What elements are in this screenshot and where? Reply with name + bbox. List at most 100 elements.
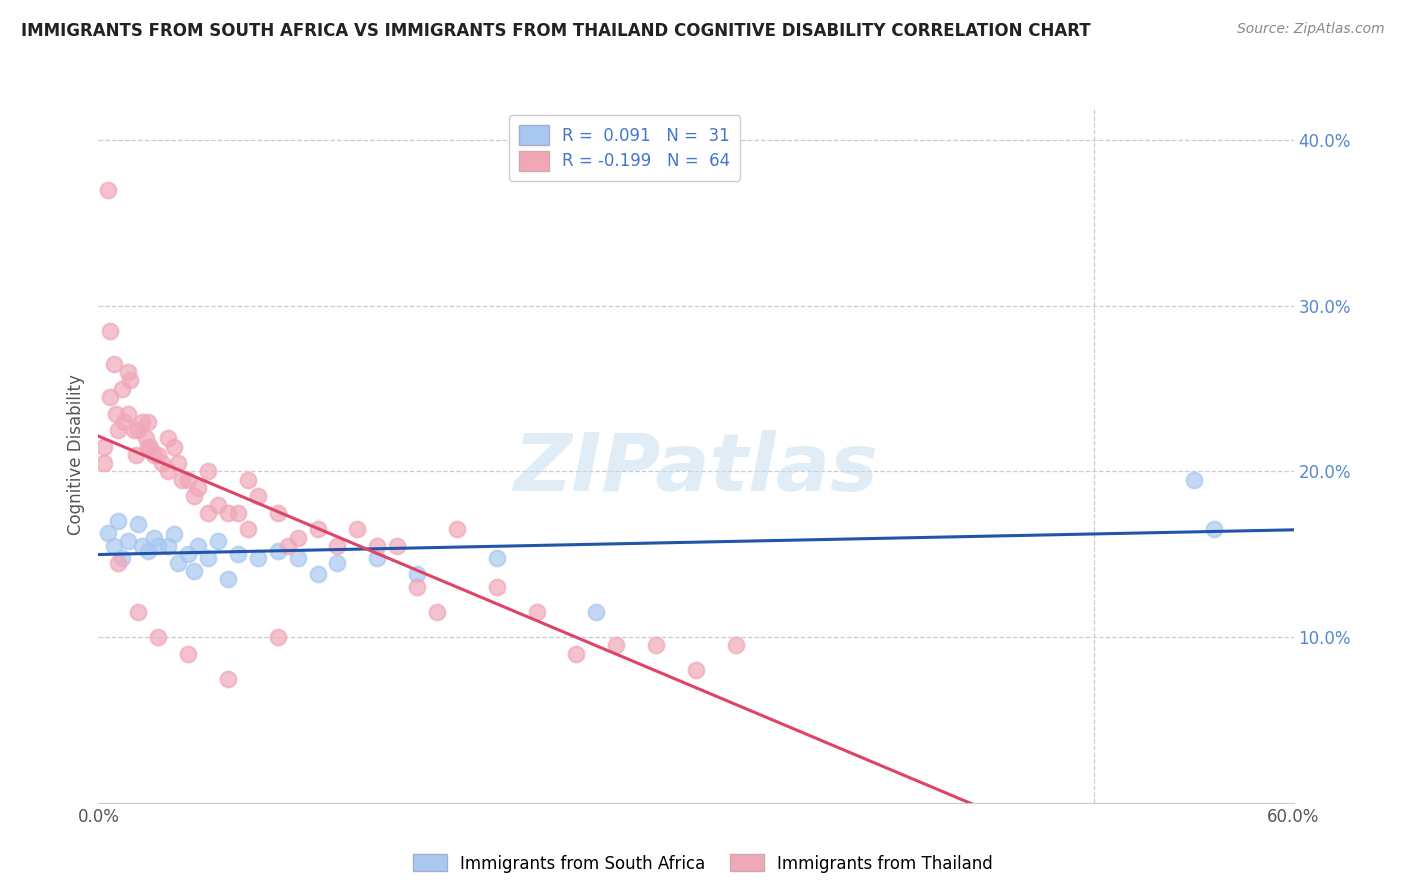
- Point: [167, 456, 190, 470]
- Point: [98, 390, 122, 404]
- Point: [183, 489, 205, 503]
- Point: [326, 556, 349, 570]
- Point: [326, 539, 349, 553]
- Point: [585, 605, 607, 619]
- Point: [385, 539, 409, 553]
- Point: [163, 440, 186, 454]
- Point: [187, 481, 209, 495]
- Point: [267, 630, 290, 644]
- Y-axis label: Cognitive Disability: Cognitive Disability: [66, 375, 84, 535]
- Point: [131, 539, 153, 553]
- Point: [97, 183, 120, 197]
- Point: [93, 456, 115, 470]
- Point: [307, 567, 329, 582]
- Text: Source: ZipAtlas.com: Source: ZipAtlas.com: [1237, 22, 1385, 37]
- Point: [217, 506, 239, 520]
- Point: [605, 639, 627, 653]
- Point: [446, 523, 468, 537]
- Point: [287, 550, 309, 565]
- Point: [120, 373, 142, 387]
- Point: [346, 523, 368, 537]
- Point: [226, 506, 249, 520]
- Point: [406, 567, 429, 582]
- Point: [685, 663, 707, 677]
- Point: [246, 489, 269, 503]
- Point: [136, 440, 159, 454]
- Point: [366, 539, 388, 553]
- Point: [287, 531, 309, 545]
- Point: [107, 556, 129, 570]
- Point: [157, 431, 180, 445]
- Point: [226, 547, 249, 561]
- Point: [246, 550, 269, 565]
- Point: [236, 523, 259, 537]
- Point: [117, 365, 139, 379]
- Point: [136, 544, 159, 558]
- Point: [112, 415, 135, 429]
- Point: [103, 539, 125, 553]
- Text: IMMIGRANTS FROM SOUTH AFRICA VS IMMIGRANTS FROM THAILAND COGNITIVE DISABILITY CO: IMMIGRANTS FROM SOUTH AFRICA VS IMMIGRAN…: [21, 22, 1091, 40]
- Point: [207, 498, 229, 512]
- Point: [136, 415, 159, 429]
- Text: ZIPatlas: ZIPatlas: [513, 430, 879, 508]
- Point: [150, 456, 173, 470]
- Point: [177, 647, 200, 661]
- Point: [148, 539, 170, 553]
- Point: [148, 630, 170, 644]
- Point: [98, 324, 122, 338]
- Point: [107, 423, 129, 437]
- Point: [1182, 473, 1205, 487]
- Point: [217, 572, 239, 586]
- Legend: Immigrants from South Africa, Immigrants from Thailand: Immigrants from South Africa, Immigrants…: [406, 847, 1000, 880]
- Point: [163, 527, 186, 541]
- Point: [406, 581, 429, 595]
- Point: [366, 550, 388, 565]
- Point: [307, 523, 329, 537]
- Point: [143, 531, 166, 545]
- Point: [93, 440, 115, 454]
- Point: [125, 448, 148, 462]
- Point: [111, 550, 134, 565]
- Point: [157, 465, 180, 479]
- Point: [197, 465, 219, 479]
- Point: [111, 382, 134, 396]
- Point: [565, 647, 588, 661]
- Point: [177, 473, 200, 487]
- Point: [207, 534, 229, 549]
- Point: [197, 506, 219, 520]
- Point: [148, 448, 170, 462]
- Point: [157, 539, 180, 553]
- Point: [485, 581, 508, 595]
- Point: [97, 525, 120, 540]
- Point: [236, 473, 259, 487]
- Point: [426, 605, 449, 619]
- Point: [139, 440, 162, 454]
- Point: [172, 473, 194, 487]
- Point: [117, 534, 139, 549]
- Point: [131, 415, 153, 429]
- Point: [724, 639, 747, 653]
- Point: [127, 605, 149, 619]
- Point: [267, 544, 290, 558]
- Point: [127, 423, 149, 437]
- Point: [117, 407, 139, 421]
- Point: [277, 539, 299, 553]
- Point: [1202, 523, 1225, 537]
- Point: [183, 564, 205, 578]
- Point: [107, 514, 129, 528]
- Point: [124, 423, 146, 437]
- Point: [217, 672, 239, 686]
- Point: [143, 448, 166, 462]
- Point: [197, 550, 219, 565]
- Point: [187, 539, 209, 553]
- Point: [526, 605, 548, 619]
- Point: [167, 556, 190, 570]
- Point: [177, 547, 200, 561]
- Point: [645, 639, 668, 653]
- Point: [485, 550, 508, 565]
- Point: [267, 506, 290, 520]
- Point: [103, 357, 125, 371]
- Point: [135, 431, 157, 445]
- Legend: R =  0.091   N =  31, R = -0.199   N =  64: R = 0.091 N = 31, R = -0.199 N = 64: [509, 115, 740, 180]
- Point: [105, 407, 128, 421]
